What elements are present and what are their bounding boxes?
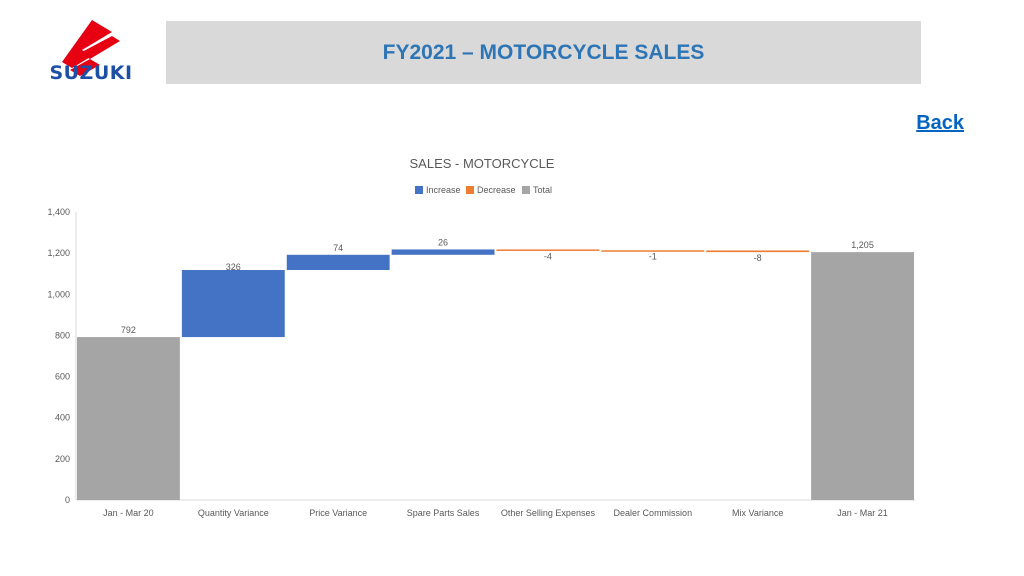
x-category-label: Mix Variance — [732, 508, 783, 518]
data-labels-group: 792 326 74 26 -4 -1 -8 1,205 — [121, 237, 874, 335]
page-title: FY2021 – MOTORCYCLE SALES — [382, 40, 705, 64]
data-label: 74 — [333, 243, 343, 253]
data-label: -1 — [649, 251, 657, 261]
data-label: 26 — [438, 237, 448, 247]
y-tick-label: 600 — [55, 372, 70, 382]
legend-label-increase: Increase — [426, 185, 461, 195]
data-label: -8 — [754, 253, 762, 263]
brand-wordmark: SUZUKI — [49, 62, 133, 84]
x-category-label: Dealer Commission — [614, 508, 693, 518]
legend-swatch-increase — [415, 186, 423, 194]
bar-total — [811, 252, 914, 500]
y-tick-label: 0 — [65, 495, 70, 505]
bar-decrease — [601, 250, 705, 252]
x-category-label: Spare Parts Sales — [407, 508, 480, 518]
y-tick-label: 1,000 — [47, 289, 70, 299]
chart-legend: Increase Decrease Total — [415, 185, 552, 195]
x-category-label: Price Variance — [309, 508, 367, 518]
data-label: 792 — [121, 325, 136, 335]
y-tick-label: 800 — [55, 330, 70, 340]
bar-increase — [181, 270, 285, 338]
category-labels-group: Jan - Mar 20 Quantity Variance Price Varia… — [103, 508, 888, 518]
title-bar: FY2021 – MOTORCYCLE SALES — [166, 21, 921, 84]
bar-decrease — [496, 249, 600, 251]
y-tick-label: 1,200 — [47, 248, 70, 258]
back-link[interactable]: Back — [916, 112, 964, 134]
legend-swatch-total — [522, 186, 530, 194]
x-category-label: Other Selling Expenses — [501, 508, 596, 518]
y-tick-label: 200 — [55, 454, 70, 464]
y-tick-label: 400 — [55, 413, 70, 423]
bars-group — [77, 249, 914, 500]
data-label: -4 — [544, 251, 552, 261]
y-axis-ticks: 0 200 400 600 800 1,000 1,200 1,400 — [47, 207, 70, 505]
legend-swatch-decrease — [466, 186, 474, 194]
bar-total — [77, 337, 180, 500]
y-tick-label: 1,400 — [47, 207, 70, 217]
bar-decrease — [706, 250, 810, 253]
suzuki-logo-icon — [62, 20, 120, 76]
data-label: 1,205 — [851, 240, 874, 250]
x-category-label: Jan - Mar 21 — [837, 508, 888, 518]
legend-label-total: Total — [533, 185, 552, 195]
data-label: 326 — [226, 262, 241, 272]
bar-increase — [391, 249, 495, 255]
legend-label-decrease: Decrease — [477, 185, 516, 195]
x-category-label: Jan - Mar 20 — [103, 508, 154, 518]
chart-title: SALES - MOTORCYCLE — [410, 156, 555, 171]
bar-increase — [286, 254, 390, 271]
x-category-label: Quantity Variance — [198, 508, 269, 518]
